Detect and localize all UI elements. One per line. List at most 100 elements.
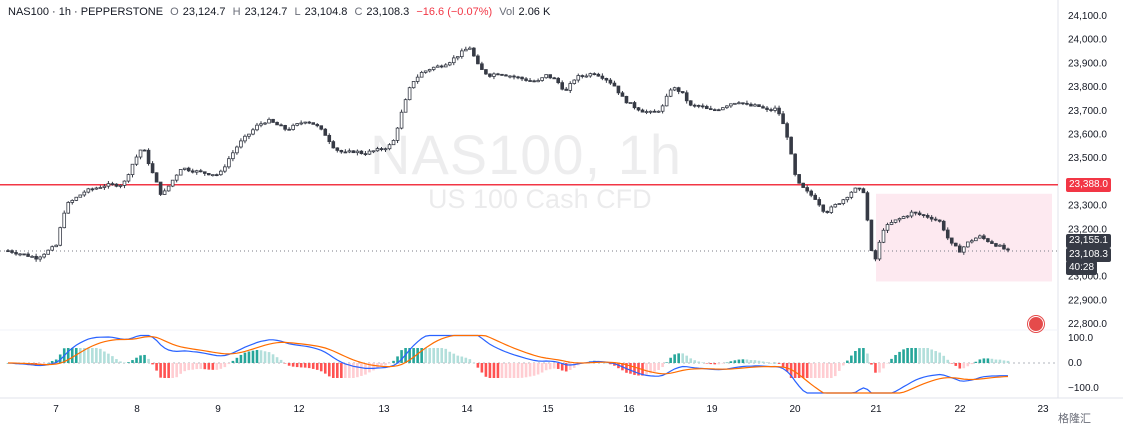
candle-body: [439, 65, 444, 68]
macd-histogram-bar: [1002, 360, 1006, 363]
candle-body: [853, 187, 858, 193]
candle-body: [227, 158, 231, 168]
candle-body: [267, 118, 271, 124]
macd-histogram-bar: [392, 360, 395, 363]
candle-body: [415, 76, 420, 82]
candle-body: [323, 128, 328, 136]
candle-body: [640, 109, 645, 113]
macd-histogram-bar: [637, 363, 640, 376]
candle-body: [492, 73, 496, 77]
macd-histogram-bar: [753, 360, 757, 363]
macd-histogram-bar: [231, 360, 235, 363]
candle-body: [66, 202, 71, 214]
macd-histogram-bar: [111, 356, 114, 363]
candle-body: [524, 78, 528, 81]
candle-body: [941, 220, 946, 231]
candle-body: [468, 47, 472, 50]
macd-histogram-bar: [348, 363, 351, 378]
candle-body: [359, 150, 364, 155]
macd-histogram-bar: [701, 362, 705, 363]
candle-body: [660, 105, 665, 112]
candle-body: [721, 107, 725, 111]
macd-histogram-bar: [677, 353, 680, 363]
macd-histogram-bar: [661, 363, 664, 368]
candle-body: [616, 85, 621, 94]
candle-body: [656, 110, 661, 113]
x-tick-label: 9: [215, 404, 221, 415]
macd-histogram-bar: [665, 362, 668, 363]
candle-body: [206, 173, 211, 176]
macd-histogram-bar: [299, 363, 303, 368]
macd-histogram-bar: [528, 363, 532, 377]
candle-body: [937, 219, 942, 222]
candle-body: [375, 148, 380, 152]
macd-histogram-bar: [890, 358, 893, 363]
candle-body: [982, 235, 986, 240]
macd-histogram-bar: [560, 363, 564, 371]
macd-histogram-bar: [858, 348, 861, 363]
candle-body: [158, 181, 163, 195]
prev-price-tag: 23,155.1: [1066, 234, 1111, 248]
candle-body: [865, 192, 870, 221]
candle-body: [580, 75, 585, 77]
macd-histogram-bar: [757, 360, 761, 363]
macd-histogram-bar: [352, 363, 355, 378]
candle-body: [974, 237, 978, 242]
macd-histogram-bar: [203, 363, 207, 370]
macd-histogram-bar: [46, 362, 50, 364]
macd-histogram-bar: [488, 363, 492, 378]
candle-body: [279, 124, 283, 127]
macd-histogram-bar: [131, 360, 134, 363]
candle-body: [620, 92, 625, 97]
macd-histogram-bar: [886, 363, 889, 364]
candle-body: [464, 48, 468, 52]
macd-histogram-bar: [372, 363, 375, 371]
change-value: −16.6 (−0.07%): [416, 6, 493, 18]
candle-body: [500, 73, 504, 76]
x-tick-label: 14: [461, 404, 473, 415]
candle-body: [749, 103, 753, 107]
candle-body: [789, 136, 793, 155]
us-flag-icon[interactable]: [1028, 316, 1044, 332]
candle-body: [42, 253, 46, 258]
macd-histogram-bar: [155, 363, 158, 371]
candle-body: [668, 89, 673, 97]
y-tick-label: 23,600.0: [1068, 130, 1107, 141]
candle-body: [106, 183, 111, 187]
macd-histogram-bar: [336, 363, 339, 378]
macd-histogram-bar: [344, 363, 347, 378]
macd-histogram-bar: [187, 363, 191, 371]
candle-body: [504, 74, 508, 77]
x-tick-label: 16: [623, 404, 635, 415]
candle-body: [817, 199, 822, 206]
macd-histogram-bar: [287, 363, 291, 366]
high-label: H: [232, 6, 241, 18]
candle-body: [833, 204, 838, 208]
macd-histogram-bar: [942, 355, 946, 363]
candle-body: [624, 95, 629, 104]
macd-histogram-bar: [761, 361, 765, 363]
macd-histogram-bar: [914, 348, 917, 363]
macd-histogram-bar: [424, 348, 427, 363]
candle-body: [713, 109, 717, 112]
candle-body: [443, 64, 448, 68]
candle-body: [363, 153, 368, 156]
y-tick-label: 23,900.0: [1068, 58, 1107, 69]
macd-histogram-bar: [95, 348, 98, 363]
y-tick-label: 22,800.0: [1068, 319, 1107, 330]
macd-histogram-bar: [721, 363, 725, 364]
candle-body: [295, 123, 299, 126]
candle-body: [709, 108, 713, 111]
candle-body: [544, 74, 548, 79]
candle-body: [773, 107, 777, 111]
macd-histogram-bar: [380, 363, 383, 367]
candle-body: [194, 170, 199, 173]
candle-body: [612, 82, 617, 87]
macd-histogram-bar: [846, 360, 849, 363]
x-tick-label: 12: [293, 404, 305, 415]
macd-histogram-bar: [854, 351, 857, 363]
candle-body: [142, 149, 147, 152]
macd-histogram-bar: [271, 354, 275, 363]
macd-histogram-bar: [548, 363, 552, 370]
